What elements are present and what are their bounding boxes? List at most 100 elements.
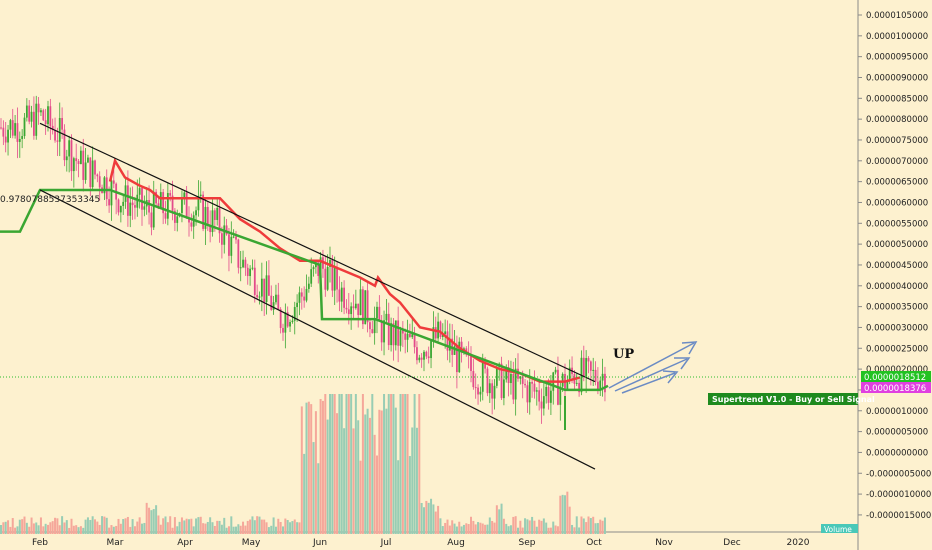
volume-bar (599, 519, 602, 534)
volume-bar (265, 522, 268, 534)
candle-body (604, 373, 606, 393)
volume-bar (317, 463, 320, 534)
volume-bar (371, 394, 374, 534)
volume-bar (68, 527, 71, 534)
candle-body (310, 269, 313, 284)
candle-body (166, 193, 169, 219)
price-axis[interactable] (858, 0, 932, 550)
candle-body (376, 306, 378, 319)
y-tick-label: 0.0000100000 (866, 32, 928, 42)
candle-body (547, 386, 550, 403)
volume-bar (263, 519, 266, 534)
volume-bar (105, 517, 108, 534)
candle-body (456, 346, 458, 373)
volume-bar (559, 495, 562, 534)
volume-bar (253, 520, 256, 534)
volume-bar (566, 491, 569, 534)
volume-bar (373, 434, 376, 534)
candle-body (49, 106, 52, 126)
y-tick-label: 0.0000020000 (866, 365, 928, 375)
candle-body (18, 138, 21, 142)
volume-bar (75, 525, 78, 534)
candle-body (303, 296, 306, 301)
volume-bar (136, 521, 139, 534)
candle-body (599, 380, 602, 391)
candle-body (390, 323, 392, 346)
volume-bar (117, 518, 120, 534)
candle-body (225, 225, 228, 235)
x-tick-label: Feb (32, 538, 48, 548)
candle-body (587, 358, 590, 362)
candle-body (491, 383, 494, 399)
volume-bar (11, 518, 14, 534)
volume-bar (491, 520, 494, 534)
volume-bar (524, 518, 527, 534)
volume-bar (286, 520, 289, 534)
volume-bar (470, 516, 472, 534)
candle-body (338, 289, 341, 302)
candle-body (256, 294, 259, 298)
volume-bar (223, 517, 226, 534)
candle-body (444, 331, 447, 335)
volume-bar (199, 516, 202, 534)
candle-body (333, 268, 336, 291)
candle-body (296, 302, 298, 308)
svg-text:0.0000018376: 0.0000018376 (864, 384, 926, 394)
candle-body (493, 385, 496, 399)
candle-body (585, 358, 588, 377)
candle-body (228, 234, 230, 256)
candle-body (387, 313, 390, 346)
candle-body (122, 201, 125, 207)
candle-body (453, 346, 456, 355)
candle-body (484, 362, 486, 369)
volume-bar (350, 394, 353, 534)
volume-bar (202, 523, 205, 534)
candle-body (531, 382, 533, 384)
volume-bar (65, 520, 68, 534)
volume-bar (521, 527, 524, 534)
x-tick-label: May (242, 538, 261, 548)
candle-body (505, 367, 508, 380)
candle-body (512, 374, 515, 400)
volume-bar (526, 519, 529, 534)
channel-upper-line (39, 122, 596, 383)
volume-bar (592, 516, 595, 534)
candle-body (481, 362, 484, 392)
y-tick-label: 0.0000105000 (866, 11, 928, 21)
volume-bar (474, 524, 477, 534)
volume-bar (28, 526, 31, 534)
volume-bar (390, 394, 393, 534)
y-tick-label: 0.0000045000 (866, 261, 928, 271)
volume-bar (122, 519, 125, 534)
volume-bar (453, 523, 456, 534)
candle-body (597, 381, 599, 391)
volume-bar (343, 428, 346, 534)
candle-body (68, 140, 71, 157)
plot-area[interactable] (0, 0, 858, 532)
candle-body (47, 106, 49, 125)
volume-bar (448, 525, 451, 534)
volume-bar (166, 522, 169, 534)
candle-body (284, 312, 287, 333)
volume-bar (49, 522, 52, 534)
volume-bar (58, 525, 61, 534)
candle-body (157, 203, 160, 209)
volume-bar (455, 526, 458, 534)
y-tick-label: 0.0000000000 (866, 448, 928, 458)
candle-body (359, 289, 362, 316)
candle-body (185, 192, 188, 219)
candle-body (416, 347, 418, 361)
candle-body (235, 236, 237, 240)
y-tick-label: 0.0000025000 (866, 344, 928, 354)
candle-body (72, 158, 75, 172)
candle-body (406, 333, 409, 340)
volume-bar (514, 516, 517, 534)
volume-bar (441, 526, 444, 534)
volume-bar (434, 511, 437, 534)
up-label: UP (613, 347, 634, 362)
volume-bar (519, 520, 522, 534)
volume-bar (573, 527, 576, 534)
candle-body (263, 278, 266, 302)
volume-bar (387, 394, 390, 534)
